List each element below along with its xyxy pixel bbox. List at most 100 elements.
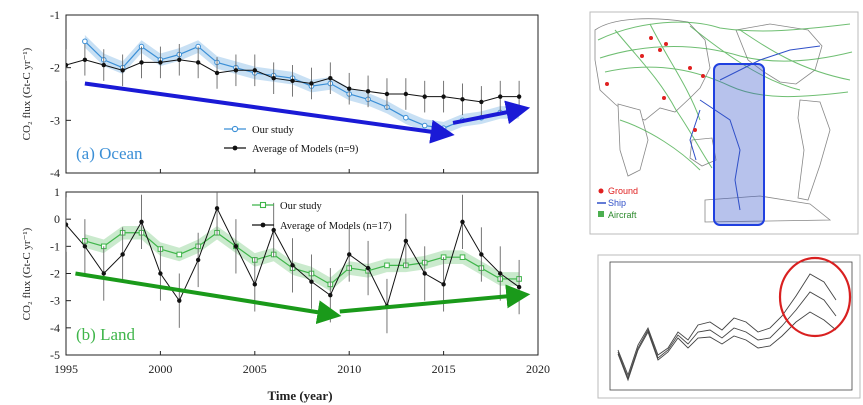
land-y-tick-label: 1 (54, 185, 60, 199)
land-models-point (516, 284, 522, 290)
map-inset: Ground Ship Aircraft (589, 11, 859, 235)
land-models-point (328, 293, 333, 298)
ocean-trend-arrows (84, 81, 531, 144)
land-models-point (498, 271, 503, 276)
ocean-y-tick-label: -3 (50, 113, 60, 127)
land-models-point (177, 298, 182, 303)
land-models-point (101, 271, 106, 276)
inset-highlight-circle (778, 256, 852, 338)
land-models-point (347, 252, 352, 257)
land-models-point (271, 227, 276, 233)
ocean-models-point (82, 57, 88, 62)
ocean-models-point (271, 76, 276, 81)
ocean-legend-study: Our study (252, 125, 294, 136)
ocean-models-point (479, 99, 484, 105)
land-trend-arrows (75, 271, 531, 325)
map-ship-routes (689, 45, 821, 211)
ocean-models-point (195, 60, 201, 65)
ocean-study-point (82, 38, 88, 45)
x-tick-label: 2020 (526, 362, 550, 376)
ocean-legend-study-marker (231, 125, 239, 133)
land-trend-arrow (339, 284, 531, 314)
ocean-study-point (421, 122, 428, 129)
ocean-models-point (66, 62, 69, 68)
land-models-point (479, 252, 484, 257)
ocean-models-point (252, 68, 257, 73)
land-study-point (176, 251, 183, 258)
ocean-legend-models-marker (232, 145, 238, 151)
land-legend-models-marker (260, 222, 266, 228)
x-tick-label: 2010 (337, 362, 361, 376)
land-models-point (195, 257, 201, 263)
land-models-point (441, 282, 446, 287)
land-models-point (158, 271, 163, 276)
land-models-point (309, 279, 314, 284)
ocean-models-point (101, 62, 106, 68)
map-highlight-box (713, 63, 765, 226)
land-study-error-band (84, 225, 520, 292)
ocean-trend-arrow (84, 81, 455, 144)
ocean-models-point (441, 94, 446, 99)
ocean-y-tick-label: -2 (50, 61, 60, 75)
inset-curves (617, 273, 837, 382)
x-tick-label: 2015 (432, 362, 456, 376)
land-y-tick-label: -2 (50, 267, 60, 281)
ocean-study-point (403, 114, 409, 121)
land-models-point (403, 238, 409, 244)
ocean-models-point (365, 89, 371, 94)
land-models-point (365, 265, 371, 271)
map-legend-ground: Ground (608, 186, 638, 196)
ocean-models-point (290, 78, 295, 84)
map-legend-ship: Ship (608, 198, 626, 208)
ocean-trend-arrow (452, 100, 531, 125)
land-models-point (120, 252, 125, 257)
ocean-y-tick-label: -1 (50, 8, 60, 22)
ocean-study-error-band (84, 35, 520, 135)
ocean-legend-models: Average of Models (n=9) (252, 144, 359, 155)
x-axis-label: Time (year) (267, 388, 332, 403)
ocean-models-point (347, 86, 352, 91)
ocean-models-point (158, 60, 163, 65)
ocean-panel-label: (a) Ocean (76, 144, 143, 163)
ocean-models-point (422, 94, 427, 99)
ocean-models-point (516, 94, 522, 99)
inset-frame (597, 254, 861, 399)
ocean-models-point (139, 60, 144, 65)
land-y-tick-label: -5 (50, 348, 60, 362)
land-study-point (384, 262, 390, 269)
map-legend-aircraft-marker (598, 211, 604, 217)
land-models-point (139, 219, 144, 225)
land-y-tick-label: -3 (50, 294, 60, 308)
land-study-point (459, 254, 466, 260)
land-models-point (252, 282, 257, 287)
inset-plot-frame (609, 261, 853, 391)
ocean-y-ticks: -1 -2 -3 -4 (50, 8, 71, 180)
land-y-ticks: 1 0 -1 -2 -3 -4 -5 (50, 185, 71, 362)
x-tick-label: 2005 (243, 362, 267, 376)
map-legend: Ground Ship Aircraft (597, 186, 638, 220)
land-y-tick-label: -4 (50, 321, 60, 335)
ocean-models-point (177, 57, 182, 62)
land-study-line (84, 232, 520, 286)
land-models-point (82, 244, 88, 249)
map-legend-ground-marker (598, 188, 604, 194)
land-legend-study-marker (259, 201, 267, 209)
land-panel-label: (b) Land (76, 325, 136, 344)
x-axis-ticks: 1995 2000 2005 2010 2015 2020 (54, 169, 550, 376)
inset-chart (597, 254, 861, 399)
land-models-point (460, 219, 465, 225)
ocean-models-point (233, 68, 239, 73)
land-models-point (422, 271, 427, 276)
map-legend-aircraft: Aircraft (608, 210, 637, 220)
land-models-point (290, 263, 295, 268)
ocean-plot-frame (65, 14, 539, 174)
ocean-models-point (120, 68, 125, 73)
ocean-y-axis-label: CO₂ flux (Gt-C yr⁻¹) (21, 47, 33, 140)
land-panel: 1 0 -1 -2 -3 -4 -5 CO₂ flux (Gt-C yr⁻¹) (b) La… (21, 185, 539, 362)
ocean-series-group (66, 35, 522, 135)
ocean-models-point (214, 70, 220, 76)
land-y-axis-label: CO₂ flux (Gt-C yr⁻¹) (21, 227, 33, 320)
ocean-models-point (328, 76, 333, 81)
ocean-legend: Our study Average of Models (n=9) (224, 125, 359, 155)
